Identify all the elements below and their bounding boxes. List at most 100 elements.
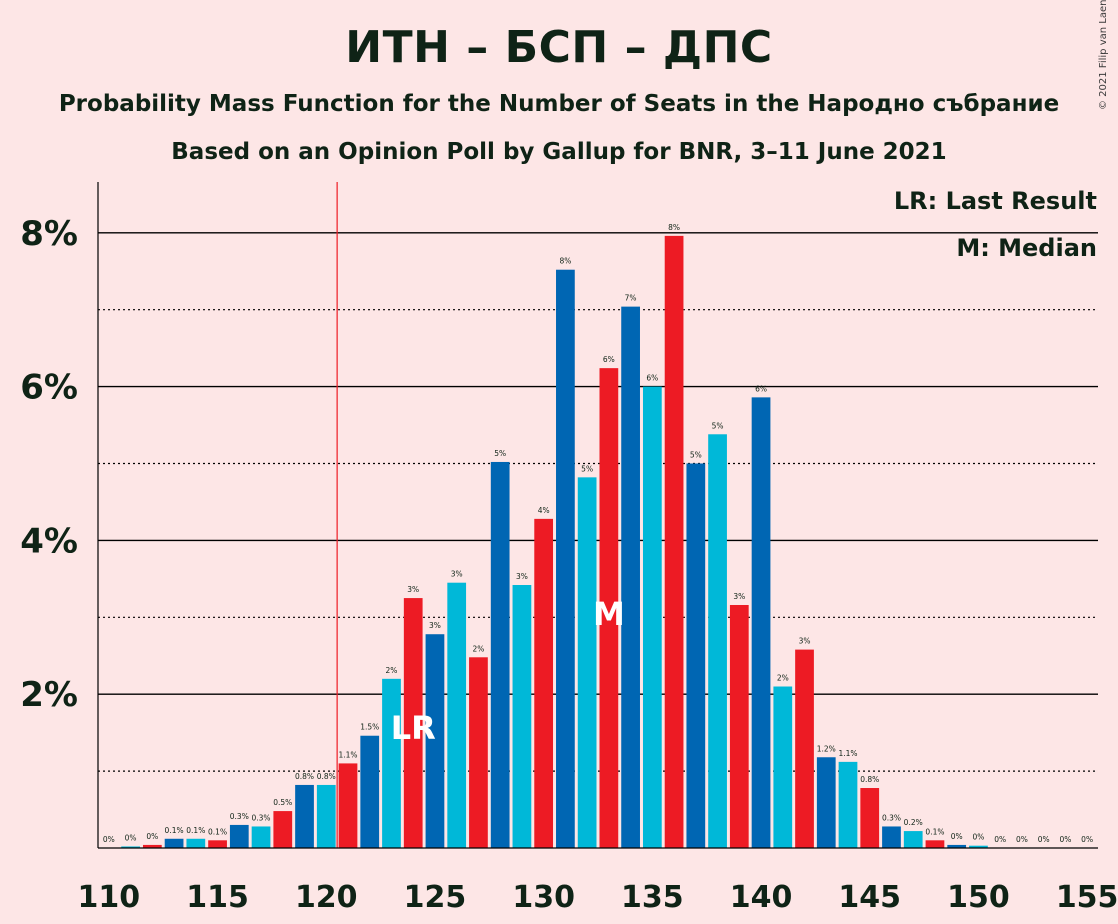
y-tick-label: 6%: [20, 368, 78, 408]
bar-133: [599, 368, 619, 848]
value-label-121: 1.1%: [338, 750, 357, 759]
bar-136: [664, 235, 684, 849]
bar-138: [708, 434, 727, 848]
bar-123: [382, 678, 401, 848]
value-label-117: 0.3%: [252, 813, 271, 822]
bar-137: [686, 463, 706, 848]
bar-127: [469, 657, 488, 848]
value-label-155: 0%: [1081, 835, 1093, 844]
value-label-124: 3%: [407, 585, 419, 594]
value-label-137: 5%: [690, 451, 702, 460]
y-tick-label: 2%: [20, 675, 78, 715]
value-label-138: 5%: [712, 421, 724, 430]
bar-150: [969, 845, 988, 848]
value-label-119: 0.8%: [295, 772, 314, 781]
bar-117: [251, 826, 271, 848]
x-tick-label: 140: [730, 880, 793, 915]
y-tick-label: 8%: [20, 214, 78, 254]
value-label-152: 0%: [1016, 835, 1028, 844]
x-tick-label: 110: [78, 880, 141, 915]
bar-120: [316, 784, 336, 848]
bar-113: [164, 838, 184, 848]
value-label-134: 7%: [625, 294, 637, 303]
bar-118: [273, 811, 293, 848]
value-labels: 0% 0% 0%0.1% 0.1% 0.1%0.3% 0.3%0.5%0.8% 0.8%1.…: [103, 223, 1093, 844]
value-label-140: 6%: [755, 384, 767, 393]
median-marker: M: [593, 595, 625, 633]
bar-146: [882, 826, 901, 848]
bar-148: [925, 840, 945, 848]
chart-source-note: Based on an Opinion Poll by Gallup for B…: [171, 139, 947, 165]
bar-144: [838, 761, 858, 848]
value-label-142: 3%: [799, 637, 811, 646]
value-label-139: 3%: [733, 592, 745, 601]
bar-114: [186, 838, 206, 848]
value-label-146: 0.3%: [882, 813, 901, 822]
value-label-120: 0.8%: [317, 772, 336, 781]
bar-140: [751, 397, 771, 848]
value-label-130: 4%: [538, 506, 550, 515]
value-label-135: 6%: [646, 374, 658, 383]
value-label-118: 0.5%: [273, 798, 292, 807]
bar-116: [229, 824, 249, 848]
value-label-143: 1.2%: [817, 744, 836, 753]
markers: LR M: [336, 182, 625, 848]
value-label-132: 5%: [581, 464, 593, 473]
axes: 110 115 120 125 130 135 140 145 150 155 2% 4% 6% 8%: [20, 182, 1118, 915]
value-label-145: 0.8%: [860, 775, 879, 784]
value-label-125: 3%: [429, 621, 441, 630]
value-label-154: 0%: [1059, 835, 1071, 844]
value-label-141: 2%: [777, 674, 789, 683]
value-label-122: 1.5%: [360, 723, 379, 732]
value-label-129: 3%: [516, 572, 528, 581]
bar-124: [403, 598, 423, 848]
bar-125: [425, 634, 445, 848]
bar-129: [512, 585, 532, 848]
x-tick-label: 150: [947, 880, 1010, 915]
value-label-112: 0%: [146, 832, 158, 841]
bar-131: [556, 269, 575, 848]
value-label-114: 0.1%: [186, 826, 205, 835]
legend-entry: M: Median: [956, 234, 1097, 262]
value-label-128: 5%: [494, 449, 506, 458]
chart-title: ИТН – БСП – ДПС: [345, 22, 773, 73]
bar-141: [773, 686, 793, 848]
value-label-153: 0%: [1038, 835, 1050, 844]
chart-subtitle: Probability Mass Function for the Number…: [58, 91, 1060, 117]
value-label-115: 0.1%: [208, 827, 227, 836]
bar-143: [816, 757, 836, 848]
value-label-110: 0%: [103, 835, 115, 844]
bar-134: [621, 306, 640, 848]
bar-122: [360, 735, 380, 848]
value-label-136: 8%: [668, 223, 680, 232]
bar-128: [490, 461, 510, 848]
bar-112: [142, 844, 162, 848]
bar-135: [642, 386, 662, 848]
value-label-126: 3%: [451, 570, 463, 579]
value-label-133: 6%: [603, 355, 615, 364]
x-tick-label: 145: [838, 880, 901, 915]
value-label-111: 0%: [125, 833, 137, 842]
value-label-127: 2%: [472, 644, 484, 653]
bar-139: [729, 604, 749, 848]
bar-126: [447, 582, 467, 848]
value-label-131: 8%: [559, 257, 571, 266]
value-label-113: 0.1%: [165, 826, 184, 835]
value-label-144: 1.1%: [838, 749, 857, 758]
bar-147: [903, 831, 923, 848]
last-result-marker: LR: [391, 709, 436, 747]
value-label-151: 0%: [994, 835, 1006, 844]
x-tick-label: 125: [404, 880, 467, 915]
value-label-148: 0.1%: [925, 827, 944, 836]
bar-132: [577, 477, 597, 848]
value-label-149: 0%: [951, 832, 963, 841]
bars: [121, 235, 988, 849]
x-tick-label: 120: [295, 880, 358, 915]
value-label-150: 0%: [972, 833, 984, 842]
x-tick-label: 115: [186, 880, 249, 915]
bar-111: [121, 846, 140, 848]
bar-142: [795, 649, 814, 848]
value-label-123: 2%: [386, 666, 398, 675]
legend-entry: LR: Last Result: [894, 187, 1097, 215]
value-label-147: 0.2%: [904, 818, 923, 827]
